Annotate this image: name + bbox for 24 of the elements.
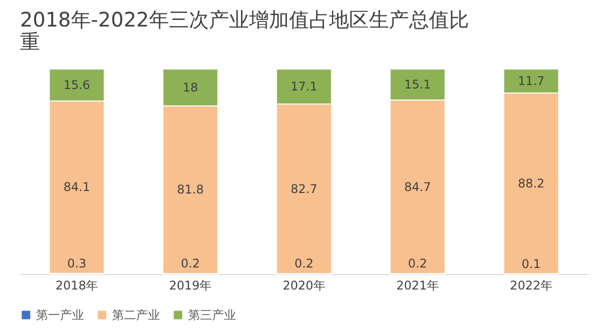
data-label: 0.1	[522, 256, 541, 271]
x-tick-label: 2018年	[56, 278, 98, 292]
data-label: 81.8	[177, 182, 204, 197]
data-label: 88.2	[518, 176, 545, 190]
data-label: 84.7	[404, 180, 431, 194]
data-label: 15.1	[404, 77, 431, 92]
data-label: 18	[182, 80, 198, 94]
data-label: 15.6	[63, 78, 90, 92]
data-label: 82.7	[290, 182, 318, 196]
x-tick-label: 2021年	[396, 278, 439, 292]
x-tick-label: 2020年	[282, 278, 326, 292]
legend-label: 第三产业	[188, 308, 236, 322]
data-label: 0.3	[67, 256, 86, 270]
data-label: 0.2	[408, 256, 428, 271]
chart-title: 2018年-2022年三次产业增加值占地区生产总值比重	[20, 8, 470, 54]
data-label: 11.7	[518, 74, 545, 88]
legend-label: 第一产业	[36, 308, 84, 322]
legend-label: 第二产业	[112, 308, 160, 322]
data-label: 84.1	[63, 180, 90, 194]
x-tick-label: 2022年	[510, 278, 552, 292]
x-tick-label: 2019年	[169, 278, 212, 292]
data-label: 0.2	[180, 256, 200, 271]
data-label: 17.1	[290, 80, 318, 94]
data-label: 0.2	[294, 256, 314, 271]
